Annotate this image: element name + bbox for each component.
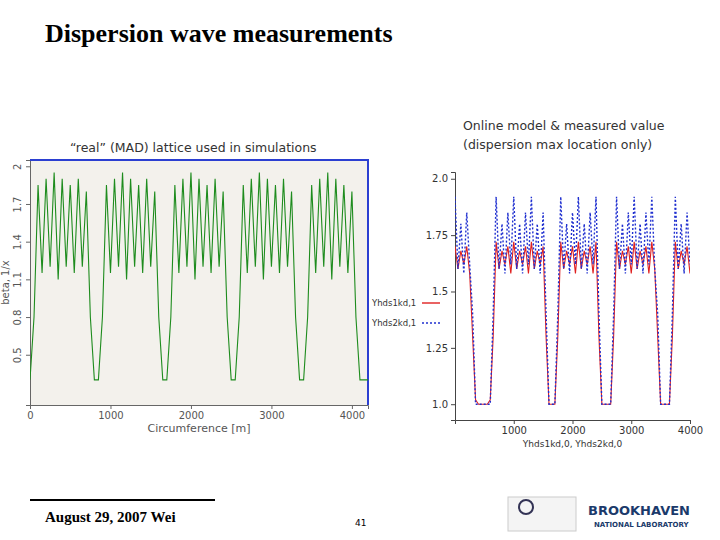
plot-area (30, 173, 368, 380)
slide-title: Dispersion wave measurements (45, 19, 393, 48)
legend-label: Yhds2kd,1 (371, 318, 416, 328)
x-tick: 0 (27, 405, 33, 421)
logo-ihep (508, 497, 576, 531)
x-tick-mark (690, 420, 691, 424)
series-line (455, 197, 690, 404)
x-tick-mark (573, 420, 574, 424)
footer-date: August 29, 2007 Wei (45, 509, 176, 525)
y-tick-mark (26, 242, 30, 243)
x-tick-mark (110, 405, 111, 409)
y-tick: 1.75 (426, 230, 455, 241)
chart-title: “real” (MAD) lattice used in simulations (70, 140, 317, 155)
legend-swatch (422, 322, 440, 323)
legend: Yhds1kd,1 Yhds2kd,1 (371, 298, 440, 328)
plot-background (30, 160, 368, 405)
chart: Online model & measured value (dispersion… (371, 118, 703, 449)
x-tick-mark (271, 405, 272, 409)
y-tick: 1.5 (432, 286, 455, 297)
y-tick-label: 1.1 (12, 272, 23, 288)
y-tick-mark (451, 404, 455, 405)
x-tick-label: 0 (27, 410, 33, 421)
y-tick-label: 0.5 (12, 347, 23, 363)
logo-bnl-box (583, 497, 713, 531)
x-tick-mark (191, 405, 192, 409)
x-tick: 2000 (179, 405, 204, 421)
page-number: 41 (355, 518, 366, 528)
y-axis: 1.0 1.25 1.5 1.75 2.0 (426, 173, 456, 421)
x-tick-mark (352, 405, 353, 409)
y-tick: 1.1 (12, 272, 30, 288)
x-tick-label: 3000 (259, 410, 284, 421)
y-tick-label: 1.7 (12, 197, 23, 213)
x-axis-title: Yhds1kd,0, Yhds2kd,0 (522, 439, 623, 449)
y-tick-mark (26, 279, 30, 280)
x-tick: 1000 (98, 405, 123, 421)
x-tick-label: 3000 (619, 425, 644, 436)
y-tick-mark (26, 317, 30, 318)
footer-rule (30, 499, 215, 501)
y-tick: 1.0 (432, 399, 455, 410)
x-tick-label: 1000 (98, 410, 123, 421)
y-tick-label: 1.75 (426, 230, 448, 241)
x-tick-label: 1000 (502, 425, 527, 436)
y-tick-label: 2.0 (432, 173, 448, 184)
x-tick-label: 2000 (179, 410, 204, 421)
x-axis-line (31, 406, 369, 410)
x-axis-title: Circumference [m] (147, 422, 250, 435)
y-tick-mark (26, 166, 30, 167)
x-tick-mark (631, 420, 632, 424)
y-axis-line (451, 173, 456, 421)
logo-ihep-mark (519, 500, 533, 514)
x-tick: 4000 (678, 420, 703, 436)
y-tick-mark (451, 348, 455, 349)
plot-frame (30, 160, 368, 405)
y-tick-label: 1.0 (432, 399, 448, 410)
y-tick: 0.8 (12, 310, 30, 326)
x-axis: 0 1000 2000 3000 4000 (27, 405, 368, 421)
series-line (455, 242, 690, 404)
y-tick-mark (26, 355, 30, 356)
x-tick-label: 2000 (560, 425, 585, 436)
chart: “real” (MAD) lattice used in simulations… (0, 140, 369, 435)
y-tick-label: 1.5 (432, 286, 448, 297)
slide: Dispersion wave measurements August 29, 2… (0, 0, 720, 540)
y-tick-label: 1.4 (12, 234, 23, 250)
chart-title: Online model & measured value (463, 118, 665, 133)
y-tick: 0.5 (12, 347, 30, 363)
y-tick-mark (451, 179, 455, 180)
plot-area (455, 197, 690, 404)
chart-subtitle: (dispersion max location only) (463, 137, 652, 152)
x-tick-label: 4000 (340, 410, 365, 421)
y-tick: 2.0 (432, 173, 455, 184)
y-tick: 2 (12, 164, 30, 170)
y-tick-label: 2 (12, 164, 23, 170)
y-tick-label: 1.25 (426, 343, 448, 354)
x-tick: 2000 (560, 420, 585, 436)
y-tick: 1.4 (12, 234, 30, 250)
y-axis-line (26, 161, 31, 406)
y-tick-mark (451, 291, 455, 292)
x-tick: 3000 (259, 405, 284, 421)
x-tick: 4000 (340, 405, 365, 421)
slide-canvas: Dispersion wave measurements August 29, 2… (0, 0, 720, 540)
y-tick: 1.7 (12, 197, 30, 213)
y-tick: 1.25 (426, 343, 455, 354)
legend-swatch (422, 302, 440, 303)
y-axis: 0.5 0.8 1.1 1.4 1.7 2 (12, 161, 31, 406)
series-line (30, 173, 368, 380)
logo-text: BROOKHAVEN (588, 503, 690, 518)
y-axis-title: beta, 1/x (0, 260, 11, 305)
x-tick-label: 4000 (678, 425, 703, 436)
y-tick-label: 0.8 (12, 310, 23, 326)
logo-text: NATIONAL LABORATORY (594, 521, 689, 529)
legend-label: Yhds1kd,1 (371, 298, 416, 308)
x-tick: 3000 (619, 420, 644, 436)
y-tick-mark (451, 235, 455, 236)
y-tick-mark (26, 204, 30, 205)
x-tick: 1000 (502, 420, 527, 436)
x-axis: 1000 2000 3000 4000 (456, 420, 704, 436)
x-tick-mark (514, 420, 515, 424)
x-axis-line (456, 421, 691, 425)
